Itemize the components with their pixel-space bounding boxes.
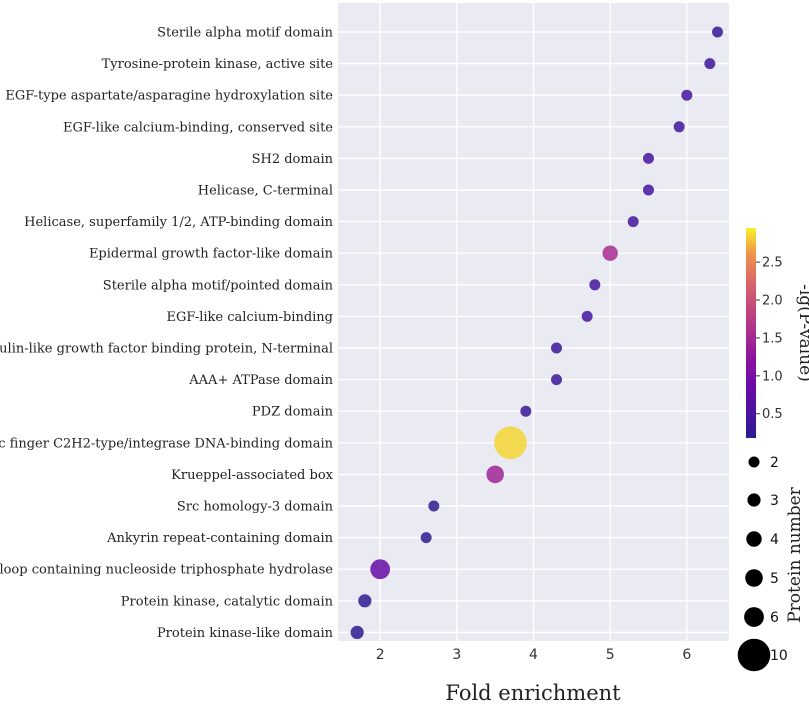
category-label: EGF-type aspartate/asparagine hydroxylat… xyxy=(5,89,333,104)
x-tick-label: 2 xyxy=(376,647,385,663)
x-tick-label: 6 xyxy=(682,647,691,663)
category-labels: Sterile alpha motif domain Tyrosine-prote… xyxy=(0,26,334,641)
category-label: Helicase, superfamily 1/2, ATP-binding d… xyxy=(24,215,333,230)
data-point xyxy=(681,89,693,101)
data-points xyxy=(350,26,723,640)
data-point xyxy=(551,374,562,386)
category-label: EGF-like calcium-binding xyxy=(167,310,333,325)
x-axis-ticks: 2 3 4 5 6 xyxy=(376,647,692,663)
size-legend-marker xyxy=(746,531,762,547)
data-point xyxy=(643,184,654,196)
data-point xyxy=(520,405,532,417)
size-legend-label: 6 xyxy=(770,610,779,626)
colorbar-tick-label: 0.5 xyxy=(762,407,783,422)
category-label: Zinc finger C2H2-type/integrase DNA-bind… xyxy=(0,436,334,451)
size-legend-marker xyxy=(748,456,760,468)
category-label: Epidermal growth factor-like domain xyxy=(89,247,334,262)
category-label: Sterile alpha motif domain xyxy=(157,26,334,41)
size-legend-label: 2 xyxy=(770,455,779,471)
data-point xyxy=(494,426,527,460)
size-legend-title: Protein number xyxy=(785,486,805,622)
colorbar-ticks: 0.5 1.0 1.5 2.0 2.5 xyxy=(756,256,783,422)
data-point xyxy=(370,559,391,580)
category-label: SH2 domain xyxy=(252,152,334,167)
data-point xyxy=(627,216,639,228)
data-point xyxy=(704,58,716,70)
size-legend-marker xyxy=(737,638,771,672)
colorbar-tick-label: 2.5 xyxy=(762,256,783,271)
category-label: EGF-like calcium-binding, conserved site xyxy=(63,120,333,135)
category-label: Helicase, C-terminal xyxy=(198,184,333,199)
category-label: P-loop containing nucleoside triphosphat… xyxy=(0,563,333,578)
size-legend-label: 3 xyxy=(770,493,779,509)
data-point xyxy=(673,121,685,133)
category-label: PDZ domain xyxy=(252,405,334,420)
category-label: Sterile alpha motif/pointed domain xyxy=(103,278,334,293)
colorbar-title: -lg(P-value) xyxy=(795,284,809,382)
x-tick-label: 5 xyxy=(606,647,615,663)
size-legend-label: 10 xyxy=(770,648,788,664)
category-label: Krueppel-associated box xyxy=(171,468,334,483)
data-point xyxy=(358,594,372,608)
data-point xyxy=(589,279,601,291)
size-legend-marker xyxy=(747,493,761,507)
colorbar-tick-label: 2.0 xyxy=(762,294,783,309)
category-label: Insulin-like growth factor binding prote… xyxy=(0,342,333,357)
data-point xyxy=(602,245,618,261)
data-point xyxy=(551,342,562,354)
x-axis-title: Fold enrichment xyxy=(445,681,621,705)
data-point xyxy=(428,500,440,512)
colorbar-tick-label: 1.5 xyxy=(762,331,783,346)
category-label: Src homology-3 domain xyxy=(177,500,334,515)
data-point xyxy=(420,532,432,544)
size-legend-label: 5 xyxy=(770,571,779,587)
size-legend: 2 3 4 5 6 10 xyxy=(737,455,788,672)
size-legend-marker xyxy=(745,569,763,587)
size-legend-marker xyxy=(744,607,764,627)
category-label: Protein kinase, catalytic domain xyxy=(121,594,334,609)
size-legend-label: 4 xyxy=(770,532,779,548)
data-point xyxy=(643,152,654,164)
data-point xyxy=(486,465,504,484)
category-label: Tyrosine-protein kinase, active site xyxy=(102,57,334,72)
colorbar xyxy=(746,228,756,438)
category-label: Protein kinase-like domain xyxy=(157,626,334,641)
category-label: Ankyrin repeat-containing domain xyxy=(106,531,334,546)
category-label: AAA+ ATPase domain xyxy=(188,373,333,388)
data-point xyxy=(712,26,723,38)
data-point xyxy=(350,625,364,640)
data-point xyxy=(581,310,593,322)
colorbar-tick-label: 1.0 xyxy=(762,369,783,384)
x-tick-label: 4 xyxy=(529,647,538,663)
x-tick-label: 3 xyxy=(452,647,461,663)
grid-lines xyxy=(338,3,729,641)
